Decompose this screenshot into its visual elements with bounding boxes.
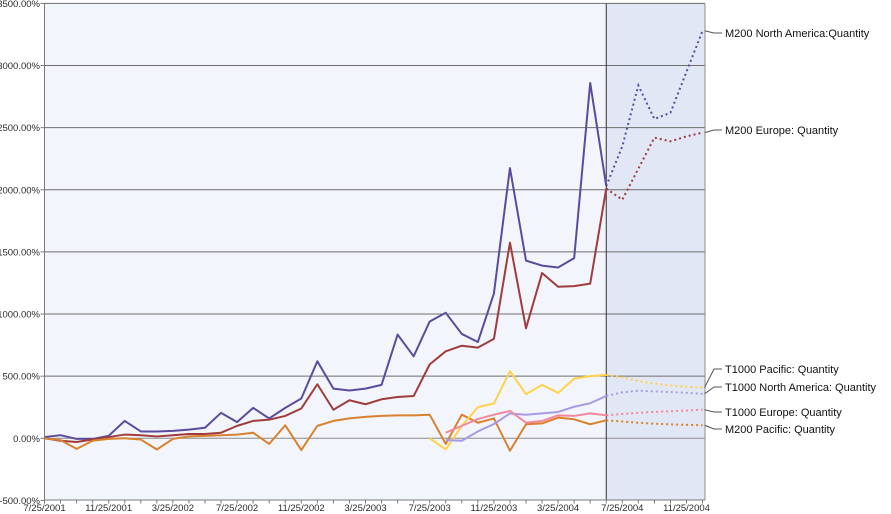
x-tick-label: 11/25/2004 — [663, 503, 710, 514]
series-forecast-t1000-pacific — [606, 373, 703, 389]
x-tick-label: 7/25/2001 — [23, 503, 65, 514]
x-tick-label: 11/25/2002 — [278, 503, 325, 514]
x-tick-label: 11/25/2001 — [85, 503, 132, 514]
y-tick-label: 1500.00% — [0, 247, 41, 258]
series-line-m200-north-america — [44, 81, 608, 440]
series-line-t1000-europe — [445, 409, 607, 434]
y-tick-label: 0.00% — [13, 434, 40, 445]
x-tick-label: 7/25/2002 — [216, 503, 258, 514]
callout-line-m200-pacific — [704, 424, 722, 430]
series-line-m200-pacific — [44, 413, 607, 452]
y-tick-label: 1000.00% — [0, 310, 41, 321]
callout-line-m200-europe — [704, 129, 722, 134]
series-label-m200-north-america: M200 North America:Quantity — [725, 28, 870, 40]
series-label-m200-europe: M200 Europe: Quantity — [725, 125, 839, 137]
x-tick-label: 7/25/2004 — [601, 503, 643, 514]
series-line-m200-europe — [44, 188, 608, 444]
series-label-t1000-north-america: T1000 North America: Quantity — [725, 382, 877, 394]
y-tick-label: 3500.00% — [0, 0, 41, 10]
series-label-t1000-europe: T1000 Europe: Quantity — [725, 407, 842, 419]
y-tick-label: 2500.00% — [0, 123, 41, 134]
series-forecast-t1000-europe — [606, 408, 703, 417]
x-tick-label: 3/25/2002 — [152, 503, 194, 514]
series-label-m200-pacific: M200 Pacific: Quantity — [725, 424, 836, 436]
y-tick-label: -500.00% — [0, 496, 41, 507]
series-line-t1000-pacific — [429, 370, 607, 451]
series-forecast-m200-pacific — [606, 419, 703, 427]
x-tick-label: 3/25/2003 — [344, 503, 386, 514]
callout-line-m200-north-america — [704, 30, 722, 34]
x-tick-label: 3/25/2004 — [537, 503, 579, 514]
callout-line-t1000-pacific — [704, 368, 722, 388]
x-tick-label: 7/25/2003 — [409, 503, 451, 514]
y-tick-label: 3000.00% — [0, 61, 41, 72]
callout-line-t1000-north-america — [704, 386, 722, 395]
y-tick-label: 500.00% — [2, 372, 40, 383]
series-forecast-t1000-north-america — [606, 389, 703, 397]
series-label-t1000-pacific: T1000 Pacific: Quantity — [725, 364, 839, 376]
x-tick-label: 11/25/2003 — [470, 503, 517, 514]
series-line-t1000-north-america — [445, 395, 607, 442]
callout-line-t1000-europe — [704, 409, 722, 413]
y-tick-label: 2000.00% — [0, 185, 41, 196]
